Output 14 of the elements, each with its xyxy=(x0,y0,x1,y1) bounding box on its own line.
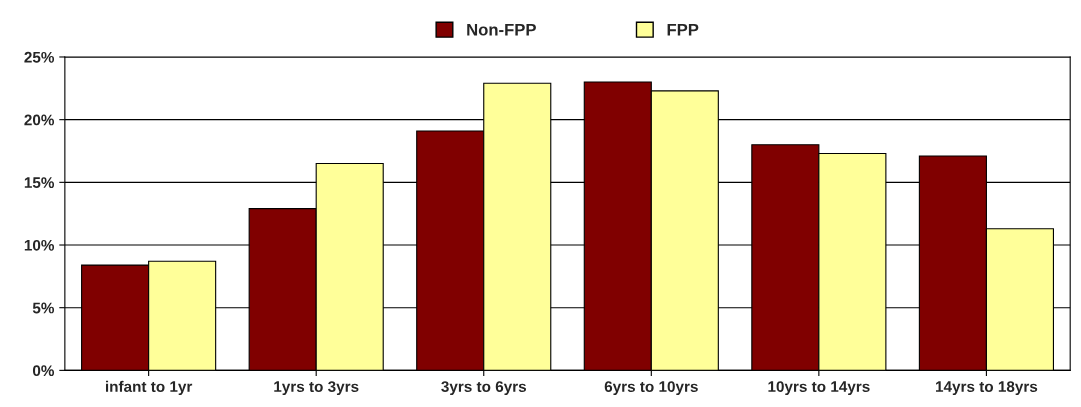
y-tick-label: 15% xyxy=(24,177,55,189)
y-tick-label: 10% xyxy=(24,239,55,251)
y-tick-label: 25% xyxy=(24,51,55,63)
legend-label: FPP xyxy=(667,23,699,36)
x-tick-label: 1yrs to 3yrs xyxy=(274,381,359,396)
x-tick-label: 3yrs to 6yrs xyxy=(441,381,527,396)
y-tick-label: 20% xyxy=(24,114,55,126)
x-tick-label: 14yrs to 18yrs xyxy=(935,381,1038,396)
x-tick-label: infant to 1yr xyxy=(105,380,193,396)
y-tick-label: 5% xyxy=(32,302,55,314)
y-tick-label: 0% xyxy=(32,365,55,377)
x-tick-label: 10yrs to 14yrs xyxy=(768,381,870,396)
x-tick-label: 6yrs to 10yrs xyxy=(604,381,698,396)
legend-label: Non-FPP xyxy=(467,23,536,36)
